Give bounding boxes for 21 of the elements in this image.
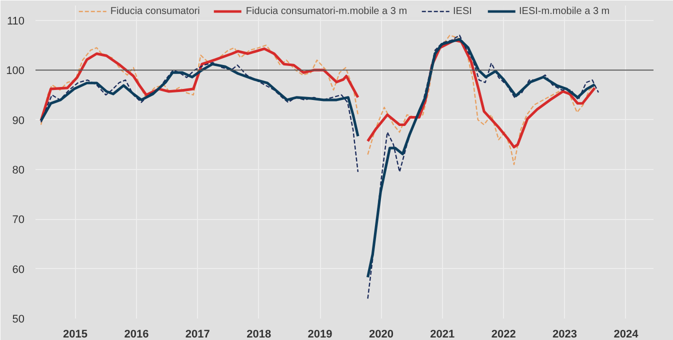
x-tick-label: 2021 bbox=[430, 328, 455, 340]
legend-label: IESI-m.mobile a 3 m bbox=[519, 5, 610, 17]
legend-label: Fiducia consumatori bbox=[110, 5, 200, 17]
y-tick-label: 60 bbox=[12, 264, 25, 276]
x-tick-label: 2024 bbox=[614, 328, 640, 340]
x-tick-label: 2020 bbox=[368, 328, 394, 340]
y-tick-label: 80 bbox=[12, 164, 25, 176]
y-tick-label: 70 bbox=[12, 214, 25, 226]
y-tick-label: 110 bbox=[6, 15, 25, 28]
x-tick-label: 2018 bbox=[246, 328, 272, 340]
x-tick-label: 2016 bbox=[124, 328, 149, 340]
x-tick-label: 2017 bbox=[185, 328, 210, 340]
y-tick-label: 100 bbox=[6, 65, 25, 78]
legend-label: IESI bbox=[453, 5, 473, 17]
x-tick-label: 2023 bbox=[552, 328, 578, 340]
y-tick-label: 90 bbox=[12, 114, 25, 127]
x-tick-label: 2019 bbox=[308, 328, 332, 340]
x-tick-label: 2022 bbox=[491, 328, 516, 340]
legend-label: Fiducia consumatori-m.mobile a 3 m bbox=[246, 5, 408, 17]
x-tick-label: 2015 bbox=[63, 328, 88, 340]
y-tick-label: 50 bbox=[12, 314, 25, 326]
